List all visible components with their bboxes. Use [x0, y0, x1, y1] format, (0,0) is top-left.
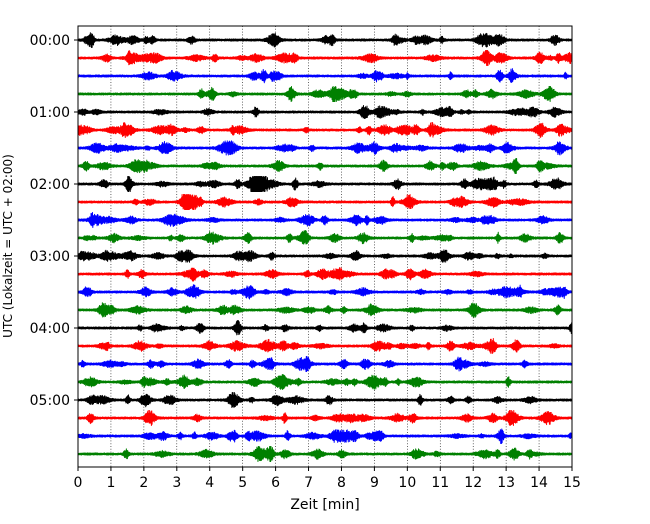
seismic-trace-0030 — [77, 68, 573, 84]
y-axis-title: UTC (Lokalzeit = UTC + 02:00) — [1, 154, 15, 338]
x-tick-label: 0 — [74, 475, 83, 491]
seismic-traces — [77, 32, 573, 462]
x-tick-label: 10 — [398, 475, 416, 491]
seismic-trace-0215 — [77, 194, 573, 210]
x-tick-label: 3 — [172, 475, 181, 491]
seismic-trace-0415 — [77, 338, 573, 354]
seismic-trace-0000 — [77, 32, 573, 48]
seismic-trace-0300 — [77, 249, 573, 263]
y-tick-label: 03:00 — [30, 249, 70, 265]
seismic-trace-0545 — [77, 446, 573, 462]
seismic-trace-0430 — [77, 356, 573, 372]
x-tick-label: 5 — [238, 475, 247, 491]
x-grid-lines — [110, 26, 540, 467]
x-tick-label: 2 — [139, 475, 148, 491]
y-tick-label: 02:00 — [30, 177, 70, 193]
seismic-trace-0100 — [77, 105, 573, 119]
y-axis-ticks: 00:00 01:00 02:00 03:00 04:00 05:00 — [30, 33, 78, 409]
x-tick-label: 11 — [431, 475, 449, 491]
seismic-trace-0245 — [77, 230, 573, 245]
seismic-trace-0115 — [77, 122, 573, 138]
x-tick-label: 8 — [337, 475, 346, 491]
x-tick-label: 1 — [106, 475, 115, 491]
x-tick-label: 4 — [205, 475, 214, 491]
x-axis-ticks: 0 1 2 3 4 5 6 7 8 9 10 11 12 13 14 15 — [74, 467, 581, 491]
seismic-trace-0345 — [77, 302, 573, 318]
seismic-trace-0330 — [77, 284, 573, 300]
y-tick-label: 05:00 — [30, 393, 70, 409]
x-tick-label: 13 — [497, 475, 515, 491]
seismic-trace-0130 — [77, 140, 573, 156]
seismic-trace-0515 — [77, 410, 573, 426]
x-tick-label: 7 — [304, 475, 313, 491]
seismic-trace-0045 — [77, 86, 573, 102]
y-tick-label: 01:00 — [30, 105, 70, 121]
seismic-trace-0015 — [77, 50, 573, 66]
x-tick-label: 14 — [530, 475, 548, 491]
seismic-trace-0530 — [77, 428, 573, 444]
seismic-trace-0500 — [77, 392, 573, 408]
seismic-trace-0400 — [77, 320, 573, 336]
y-tick-label: 04:00 — [30, 321, 70, 337]
x-tick-label: 15 — [563, 475, 581, 491]
plot-frame — [77, 25, 573, 468]
seismic-trace-0230 — [77, 212, 573, 228]
x-tick-label: 6 — [271, 475, 280, 491]
x-tick-label: 12 — [464, 475, 482, 491]
seismic-trace-0145 — [77, 158, 573, 174]
seismic-trace-0445 — [77, 374, 573, 390]
seismic-trace-0315 — [77, 267, 573, 282]
seismic-trace-0200 — [77, 176, 573, 192]
plot-background — [78, 26, 572, 467]
x-axis-title: Zeit [min] — [290, 497, 359, 513]
y-tick-label: 00:00 — [30, 33, 70, 49]
x-tick-label: 9 — [370, 475, 379, 491]
